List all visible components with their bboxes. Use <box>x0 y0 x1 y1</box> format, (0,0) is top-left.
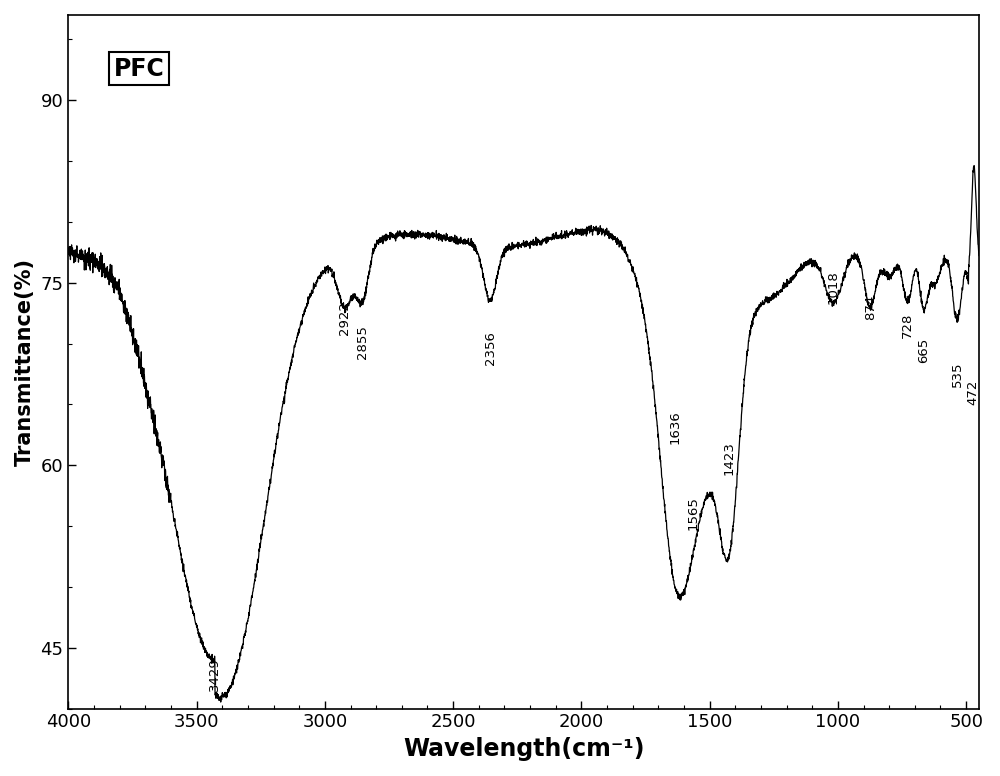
Text: 2356: 2356 <box>484 331 497 365</box>
Text: 874: 874 <box>864 295 877 320</box>
Text: 728: 728 <box>901 314 914 338</box>
Text: 2922: 2922 <box>338 301 351 334</box>
Text: 3429: 3429 <box>208 657 221 691</box>
Text: 535: 535 <box>951 362 964 387</box>
Text: 1423: 1423 <box>723 441 736 475</box>
X-axis label: Wavelength(cm⁻¹): Wavelength(cm⁻¹) <box>403 737 644 761</box>
Y-axis label: Transmittance(%): Transmittance(%) <box>15 258 35 466</box>
Text: 1636: 1636 <box>668 411 681 444</box>
Text: 472: 472 <box>967 380 980 405</box>
Text: PFC: PFC <box>114 57 165 81</box>
Text: 665: 665 <box>917 338 930 362</box>
Text: 1565: 1565 <box>686 496 699 529</box>
Text: 2855: 2855 <box>356 325 369 359</box>
Text: 1018: 1018 <box>827 271 840 304</box>
